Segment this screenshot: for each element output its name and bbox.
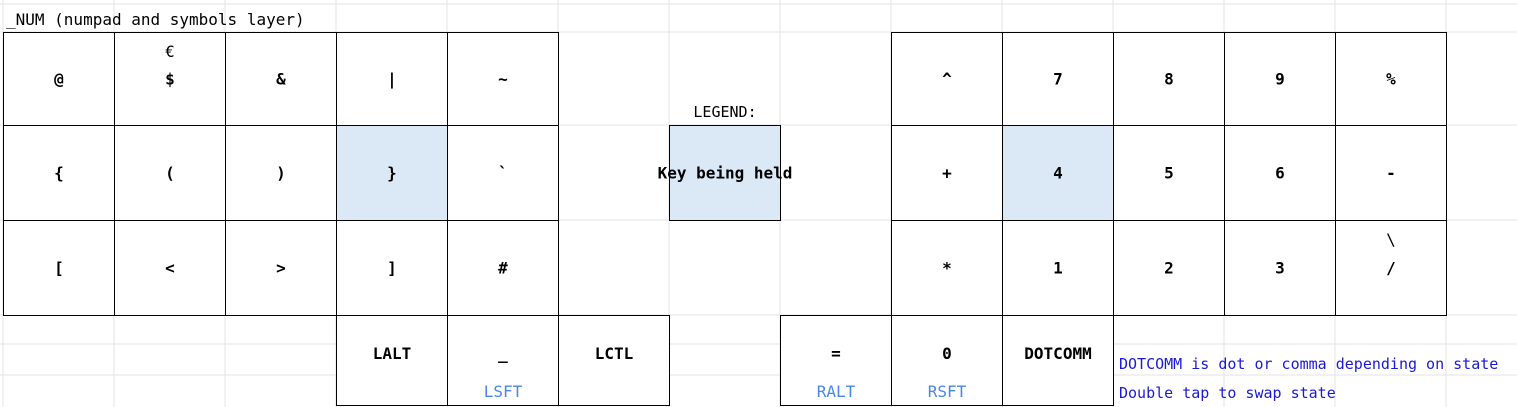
key-label: $ bbox=[165, 69, 175, 89]
key-label: < bbox=[165, 258, 175, 278]
left-key-row1-4: | bbox=[336, 32, 448, 126]
key-label: 5 bbox=[1164, 163, 1174, 183]
thumb-tap-label: = bbox=[831, 344, 841, 363]
left-thumb-key-2: _ LSFT bbox=[447, 315, 559, 406]
left-key-row2-4: } bbox=[336, 125, 448, 221]
right-key-row1-3: 8 bbox=[1113, 32, 1225, 126]
swap-state-note: Double tap to swap state bbox=[1119, 384, 1336, 402]
key-label: - bbox=[1386, 163, 1396, 183]
key-label: { bbox=[54, 163, 64, 183]
left-key-row1-1: @ bbox=[3, 32, 115, 126]
right-key-row3-4: 3 bbox=[1224, 220, 1336, 316]
key-label: ` bbox=[498, 163, 508, 183]
right-key-row2-4: 6 bbox=[1224, 125, 1336, 221]
key-label: ~ bbox=[498, 69, 508, 89]
key-label: # bbox=[498, 258, 508, 278]
key-label: & bbox=[276, 69, 286, 89]
right-key-row1-1: ^ bbox=[891, 32, 1003, 126]
right-key-row2-1: + bbox=[891, 125, 1003, 221]
left-key-row2-2: ( bbox=[114, 125, 226, 221]
right-key-row3-3: 2 bbox=[1113, 220, 1225, 316]
left-key-row1-3: & bbox=[225, 32, 337, 126]
key-label: @ bbox=[54, 69, 64, 89]
key-label: 4 bbox=[1053, 163, 1063, 183]
key-label: ( bbox=[165, 163, 175, 183]
left-thumb-key-3: LCTL bbox=[558, 315, 670, 406]
right-thumb-key-3: DOTCOMM bbox=[1002, 315, 1114, 406]
key-label: > bbox=[276, 258, 286, 278]
thumb-tap-label: 0 bbox=[942, 344, 952, 363]
left-thumb-key-1: LALT bbox=[336, 315, 448, 406]
right-key-row1-4: 9 bbox=[1224, 32, 1336, 126]
left-key-row1-5: ~ bbox=[447, 32, 559, 126]
key-label: | bbox=[387, 69, 397, 89]
key-label: 7 bbox=[1053, 69, 1063, 89]
right-key-row2-5: - bbox=[1335, 125, 1447, 221]
key-label: 3 bbox=[1275, 258, 1285, 278]
key-label: / bbox=[1386, 258, 1396, 278]
right-key-row3-1: * bbox=[891, 220, 1003, 316]
key-shift-label: € bbox=[165, 42, 175, 61]
key-label: 8 bbox=[1164, 69, 1174, 89]
key-label: ] bbox=[387, 258, 397, 278]
right-key-row2-3: 5 bbox=[1113, 125, 1225, 221]
right-key-row3-2: 1 bbox=[1002, 220, 1114, 316]
left-key-row3-5: # bbox=[447, 220, 559, 316]
legend-held-label: Key being held bbox=[657, 163, 793, 183]
right-thumb-key-1: = RALT bbox=[780, 315, 892, 406]
left-key-row2-1: { bbox=[3, 125, 115, 221]
key-label: 6 bbox=[1275, 163, 1285, 183]
thumb-tap-label: LCTL bbox=[594, 344, 634, 363]
left-key-row2-5: ` bbox=[447, 125, 559, 221]
thumb-hold-label: LSFT bbox=[483, 382, 523, 401]
left-key-row3-1: [ bbox=[3, 220, 115, 316]
thumb-tap-label: LALT bbox=[372, 344, 412, 363]
legend-title: LEGEND: bbox=[693, 103, 757, 121]
key-label: 9 bbox=[1275, 69, 1285, 89]
key-label: + bbox=[942, 163, 952, 183]
left-key-row2-3: ) bbox=[225, 125, 337, 221]
key-label: 1 bbox=[1053, 258, 1063, 278]
thumb-tap-label: DOTCOMM bbox=[1024, 344, 1092, 363]
left-key-row3-2: < bbox=[114, 220, 226, 316]
key-shift-label: \ bbox=[1386, 230, 1396, 249]
key-label: [ bbox=[54, 258, 64, 278]
left-key-row1-2: € $ bbox=[114, 32, 226, 126]
right-key-row1-5: % bbox=[1335, 32, 1447, 126]
left-key-row3-4: ] bbox=[336, 220, 448, 316]
key-label: * bbox=[942, 258, 952, 278]
thumb-tap-label: _ bbox=[498, 344, 508, 363]
key-label: 2 bbox=[1164, 258, 1174, 278]
dotcomm-note: DOTCOMM is dot or comma depending on sta… bbox=[1119, 355, 1499, 373]
left-key-row3-3: > bbox=[225, 220, 337, 316]
key-label: % bbox=[1386, 69, 1396, 89]
right-key-row2-2: 4 bbox=[1002, 125, 1114, 221]
key-label: ^ bbox=[942, 69, 952, 89]
right-key-row3-5: \ / bbox=[1335, 220, 1447, 316]
key-label: ) bbox=[276, 163, 286, 183]
layer-title: _NUM (numpad and symbols layer) bbox=[6, 10, 305, 29]
legend-held-key: Key being held bbox=[658, 125, 792, 221]
key-label: } bbox=[387, 163, 397, 183]
thumb-hold-label: RSFT bbox=[927, 382, 967, 401]
thumb-hold-label: RALT bbox=[816, 382, 856, 401]
right-key-row1-2: 7 bbox=[1002, 32, 1114, 126]
right-thumb-key-2: 0 RSFT bbox=[891, 315, 1003, 406]
